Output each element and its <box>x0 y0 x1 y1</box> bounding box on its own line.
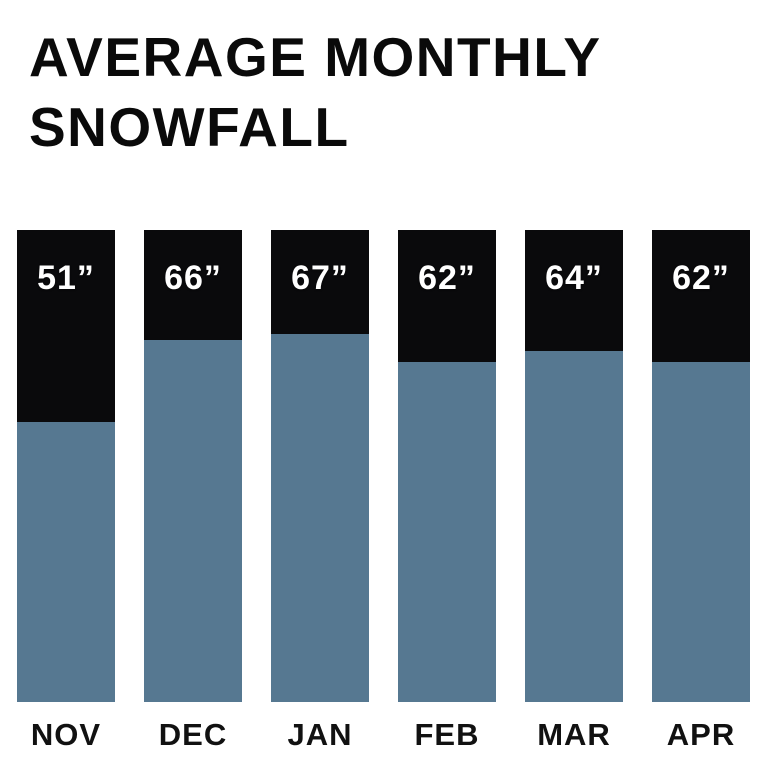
x-axis-label: JAN <box>287 717 353 752</box>
bar-column-apr: 62” APR <box>652 230 750 753</box>
bar-track: 67” <box>271 230 369 702</box>
bar-column-dec: 66” DEC <box>144 230 242 753</box>
bar-column-jan: 67” JAN <box>271 230 369 753</box>
bar-fill <box>271 334 369 702</box>
chart-title: AVERAGE MONTHLY SNOWFALL <box>29 26 601 159</box>
x-axis-label: APR <box>666 717 736 752</box>
bar-fill <box>398 362 496 702</box>
bar-chart: 51” NOV 66” DEC 67” JAN 62” FEB 64” MAR 62” APR <box>17 230 750 753</box>
bar-track: 62” <box>652 230 750 702</box>
bar-column-mar: 64” MAR <box>525 230 623 753</box>
bar-value-label: 62” <box>418 259 476 297</box>
x-axis-label: FEB <box>414 717 480 752</box>
bar-value-label: 66” <box>164 259 222 297</box>
bar-track: 66” <box>144 230 242 702</box>
bar-track: 62” <box>398 230 496 702</box>
bar-value-label: 64” <box>545 259 603 297</box>
bar-value-label: 51” <box>37 259 95 297</box>
bar-track: 64” <box>525 230 623 702</box>
bar-value-label: 62” <box>672 259 730 297</box>
bar-fill <box>17 422 115 702</box>
bar-fill <box>652 362 750 702</box>
bar-fill <box>525 351 623 702</box>
x-axis-label: MAR <box>537 717 611 752</box>
bar-column-feb: 62” FEB <box>398 230 496 753</box>
bar-track: 51” <box>17 230 115 702</box>
x-axis-label: DEC <box>158 717 228 752</box>
x-axis-label: NOV <box>30 717 102 752</box>
bar-value-label: 67” <box>291 259 349 297</box>
bar-column-nov: 51” NOV <box>17 230 115 753</box>
bar-fill <box>144 340 242 702</box>
